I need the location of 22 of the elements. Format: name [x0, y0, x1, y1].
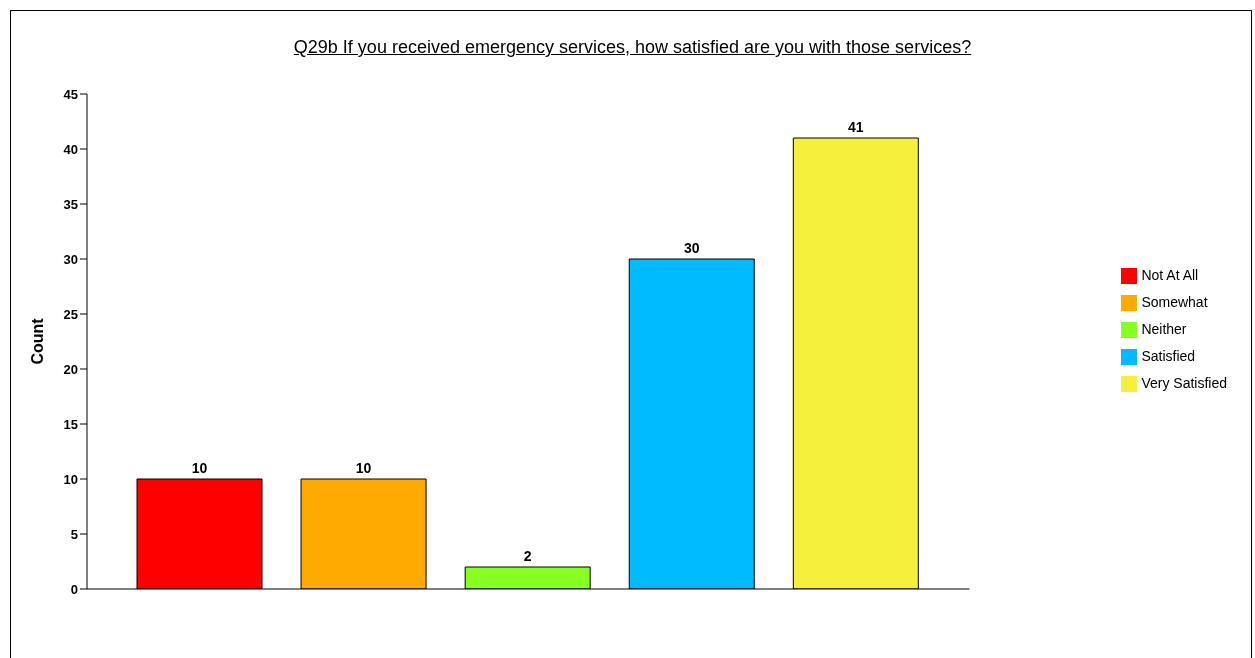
- legend-label: Very Satisfied: [1141, 374, 1227, 391]
- data-label: 30: [683, 240, 700, 256]
- y-axis-title: Count: [28, 317, 46, 365]
- data-label: 10: [191, 460, 208, 476]
- y-tick-label: 35: [63, 196, 78, 212]
- y-tick-label: 0: [70, 581, 78, 597]
- y-tick-label: 10: [63, 471, 78, 487]
- data-label: 10: [355, 460, 372, 476]
- data-label: 2: [523, 548, 532, 564]
- y-tick-label: 30: [63, 251, 78, 267]
- legend-label: Neither: [1141, 320, 1187, 337]
- y-tick-label: 45: [63, 86, 78, 102]
- chart-title: Q29b If you received emergency services, how satisfied are you with those services?: [293, 37, 972, 57]
- y-tick-label: 15: [63, 416, 78, 432]
- y-tick-label: 5: [70, 526, 78, 542]
- y-tick-label: 20: [63, 361, 78, 377]
- data-label: 41: [848, 119, 864, 135]
- y-tick-label: 25: [63, 306, 78, 322]
- legend-label: Satisfied: [1141, 347, 1196, 364]
- legend-label: Somewhat: [1141, 293, 1208, 310]
- legend-label: Not At All: [1141, 266, 1199, 283]
- y-tick-label: 40: [63, 141, 78, 157]
